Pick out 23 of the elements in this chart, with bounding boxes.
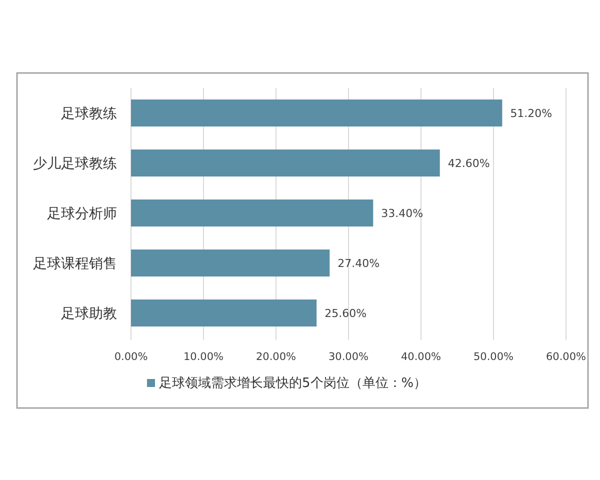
data-label: 27.40% [338,257,380,270]
y-tick-label: 足球助教 [61,306,117,322]
x-tick-label: 10.00% [183,351,224,363]
y-tick-label: 足球分析师 [47,206,117,222]
x-tick-label: 60.00% [546,351,586,363]
x-tick-label: 0.00% [114,351,148,363]
bar [131,300,317,326]
y-tick-label: 足球教练 [61,106,117,122]
legend-label: 足球领域需求增长最快的5个岗位（单位：%） [159,376,427,391]
bar [131,200,374,226]
bar [131,150,440,176]
y-tick-label: 少儿足球教练 [33,156,117,172]
data-label: 33.40% [381,207,424,220]
x-tick-label: 20.00% [256,351,296,363]
bar [131,250,330,276]
y-tick-label: 足球课程销售 [33,256,117,272]
data-label: 42.60% [448,157,490,170]
bar [131,100,502,126]
data-label: 51.20% [510,107,552,120]
x-tick-label: 50.00% [473,351,514,363]
x-tick-label: 40.00% [400,351,442,363]
x-tick-label: 30.00% [328,351,369,363]
data-label: 25.60% [324,307,367,320]
